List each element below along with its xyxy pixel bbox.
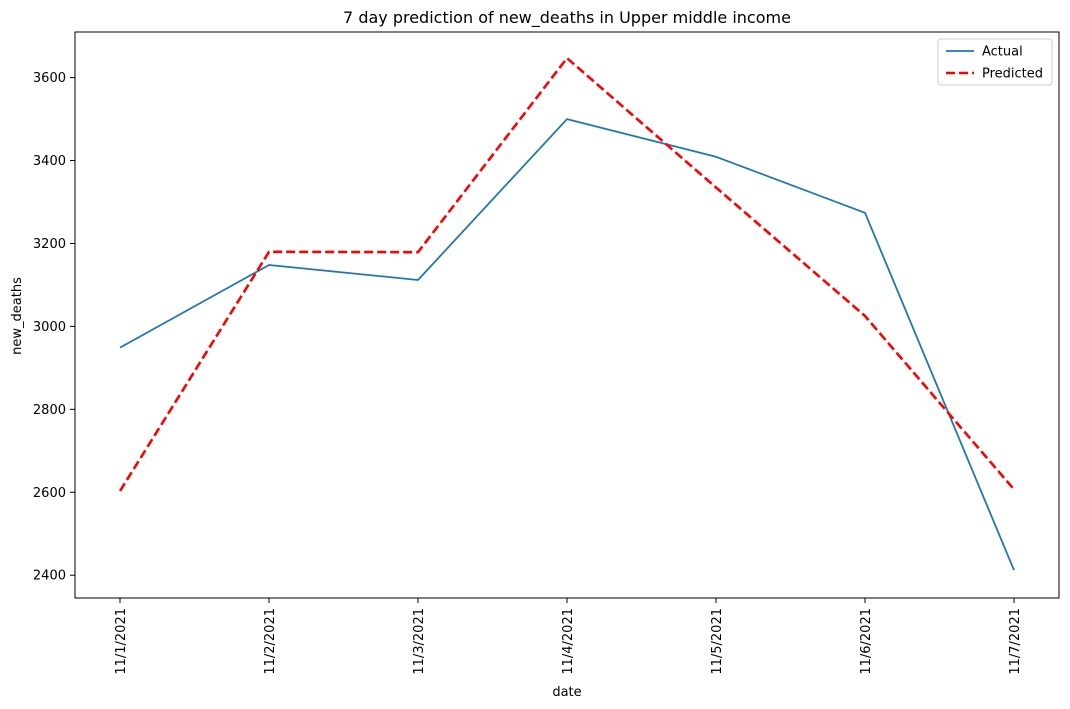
x-axis: 11/1/2021 11/2/2021 11/3/2021 11/4/2021 11/5… <box>114 598 1023 675</box>
legend-label-actual: Actual <box>982 45 1023 60</box>
y-tick-label: 3600 <box>33 71 66 86</box>
y-axis-label: new_deaths <box>10 277 25 355</box>
x-tick-label: 11/1/2021 <box>114 608 129 675</box>
x-tick-label: 11/7/2021 <box>1008 608 1023 675</box>
legend-label-predicted: Predicted <box>982 67 1043 82</box>
y-tick-label: 2600 <box>33 486 66 501</box>
legend: Actual Predicted <box>937 38 1053 86</box>
x-tick-label: 11/2/2021 <box>263 608 278 675</box>
series-line-actual <box>119 118 1015 571</box>
plot-area <box>74 31 1060 599</box>
x-axis-label: date <box>552 685 581 700</box>
series-layer <box>118 56 1015 571</box>
x-tick-label: 11/5/2021 <box>710 608 725 675</box>
chart-title: 7 day prediction of new_deaths in Upper … <box>343 8 791 28</box>
x-tick-label: 11/3/2021 <box>412 608 427 675</box>
y-tick-label: 3200 <box>33 237 66 252</box>
x-tick-label: 11/4/2021 <box>561 608 576 675</box>
y-tick-label: 3000 <box>33 320 66 335</box>
y-tick-label: 2400 <box>33 569 66 584</box>
y-tick-label: 2800 <box>33 403 66 418</box>
y-axis: 2400 2600 2800 3000 3200 3400 3600 <box>33 71 75 584</box>
series-line-predicted <box>118 56 1015 492</box>
y-tick-label: 3400 <box>33 154 66 169</box>
x-tick-label: 11/6/2021 <box>859 608 874 675</box>
